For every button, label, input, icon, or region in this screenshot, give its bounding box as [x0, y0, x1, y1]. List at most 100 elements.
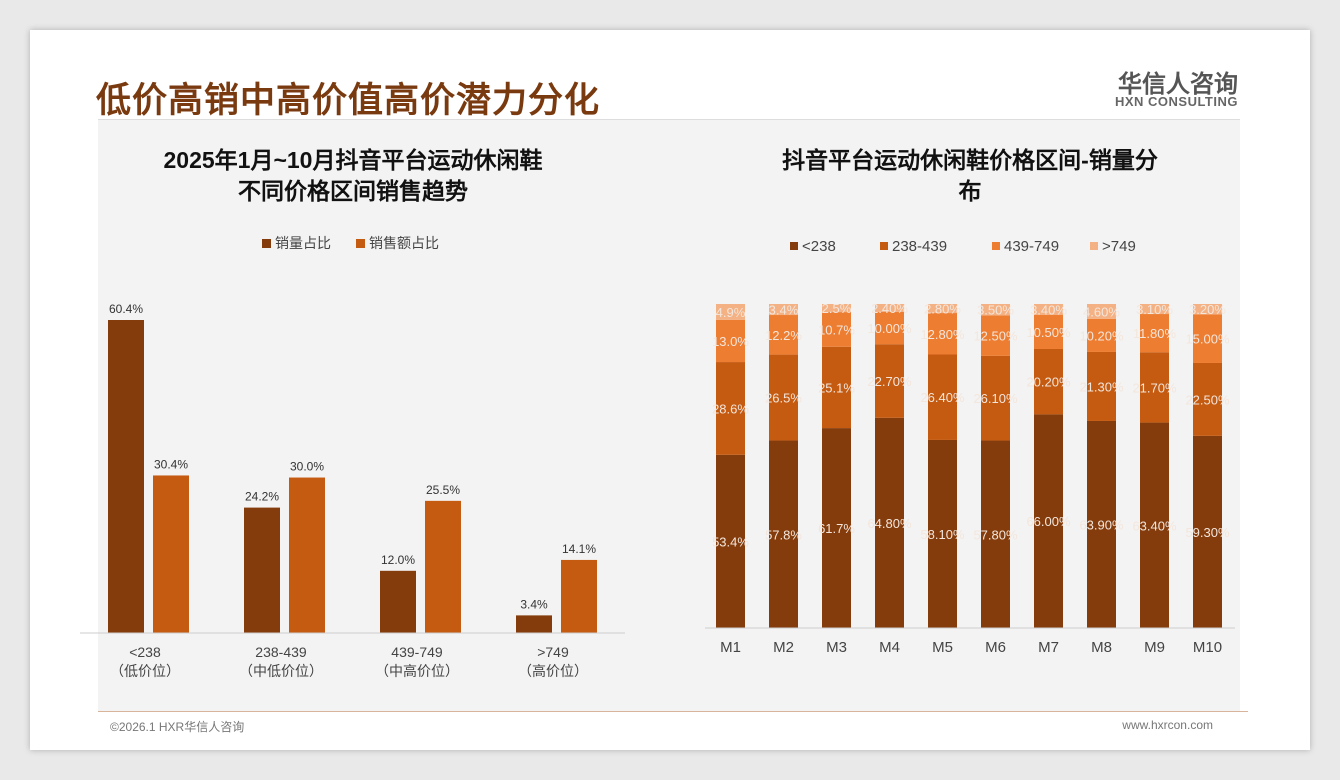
x-tick-label: M2: [773, 639, 794, 656]
x-tick-label: M6: [985, 639, 1006, 656]
data-label: 63.40%: [1132, 518, 1177, 533]
bar-segment: [1034, 348, 1063, 415]
data-label: 60.4%: [109, 302, 143, 316]
bar-segment: [875, 344, 904, 418]
x-tick-label: M5: [932, 639, 953, 656]
bar-segment: [981, 304, 1010, 316]
data-label: 15.00%: [1185, 332, 1230, 347]
bar: [425, 500, 461, 633]
bar: [561, 559, 597, 633]
bar-segment: [1193, 435, 1222, 628]
bar-segment: [716, 454, 745, 628]
bar-segment: [716, 319, 745, 363]
bar-segment: [769, 354, 798, 441]
bar-segment: [1140, 352, 1169, 423]
legend-label: 238-439: [892, 238, 947, 255]
data-label: 57.80%: [973, 527, 1018, 542]
data-label: 12.2%: [765, 328, 802, 343]
legend-swatch: [262, 239, 271, 248]
data-label: 66.00%: [1026, 514, 1071, 529]
footer-website: www.hxrcon.com: [1122, 718, 1213, 732]
right-chart-title-line1: 抖音平台运动休闲鞋价格区间-销量分: [782, 147, 1158, 173]
bar-segment: [1087, 351, 1116, 421]
logo-text: 华信人咨询: [1118, 71, 1238, 98]
data-label: 25.1%: [818, 380, 855, 395]
bar-segment: [1087, 304, 1116, 319]
data-label: 2.80%: [924, 302, 961, 317]
data-label: 2.40%: [871, 301, 908, 316]
right-chart-title-line2: 布: [958, 178, 982, 204]
data-label: 30.0%: [290, 460, 324, 474]
bar-segment: [1034, 414, 1063, 628]
data-label: 22.70%: [867, 374, 912, 389]
data-label: 10.7%: [818, 322, 855, 337]
data-label: 12.50%: [973, 329, 1018, 344]
data-label: 26.5%: [765, 391, 802, 406]
bar: [516, 615, 552, 633]
logo: 华信人咨询: [1118, 64, 1238, 99]
data-label: 53.4%: [712, 534, 749, 549]
bar-segment: [1193, 362, 1222, 436]
legend-label: 销售额占比: [369, 235, 439, 251]
data-label: 3.4%: [520, 597, 548, 611]
data-label: 22.50%: [1185, 392, 1230, 407]
x-tick-sublabel: （低价位）: [110, 663, 180, 679]
legend-swatch: [790, 242, 798, 250]
x-tick-label: 238-439: [255, 644, 307, 660]
bar: [289, 477, 325, 633]
x-tick-label: M7: [1038, 639, 1059, 656]
page-title: 低价高销中高价值高价潜力分化: [96, 81, 601, 120]
bar-segment: [875, 311, 904, 345]
bar-segment: [981, 440, 1010, 628]
x-tick-label: M8: [1091, 639, 1112, 656]
bar-segment: [981, 315, 1010, 356]
data-label: 57.8%: [765, 527, 802, 542]
data-label: 2.5%: [822, 301, 852, 316]
data-label: 28.6%: [712, 401, 749, 416]
data-label: 61.7%: [818, 521, 855, 536]
x-tick-label: M4: [879, 639, 900, 656]
bar-segment: [928, 439, 957, 628]
data-label: 14.1%: [562, 542, 596, 556]
x-tick-sublabel: （高价位）: [518, 663, 588, 679]
data-label: 59.30%: [1185, 525, 1230, 540]
footer-copyright: ©2026.1 HXR华信人咨询: [110, 720, 245, 734]
bar-segment: [875, 304, 904, 312]
legend-label: <238: [802, 238, 836, 255]
logo-subtitle: HXN CONSULTING: [1114, 94, 1238, 109]
bar-segment: [822, 346, 851, 429]
bar-segment: [769, 315, 798, 355]
data-label: 24.2%: [245, 490, 279, 504]
bar-segment: [1193, 304, 1222, 315]
data-label: 11.80%: [1133, 326, 1177, 341]
bar-segment: [1034, 304, 1063, 316]
data-label: 4.60%: [1083, 304, 1120, 319]
data-label: 10.20%: [1079, 328, 1124, 343]
x-tick-sublabel: （中高价位）: [375, 663, 459, 679]
bar: [108, 320, 144, 633]
x-tick-label: <238: [129, 644, 161, 660]
bar: [244, 507, 280, 633]
data-label: 21.30%: [1079, 379, 1124, 394]
bar-segment: [1140, 314, 1169, 353]
bar-segment: [716, 362, 745, 455]
data-label: 3.10%: [1136, 302, 1173, 317]
bar-segment: [1140, 422, 1169, 628]
data-label: 13.0%: [712, 334, 749, 349]
legend-swatch: [880, 242, 888, 250]
data-label: 4.9%: [716, 305, 746, 320]
data-label: 58.10%: [920, 527, 965, 542]
legend-swatch: [1090, 242, 1098, 250]
left-chart-title-line1: 2025年1月~10月抖音平台运动休闲鞋: [163, 147, 543, 173]
bar-segment: [928, 313, 957, 355]
bar-segment: [769, 440, 798, 628]
legend-swatch: [992, 242, 1000, 250]
data-label: 10.50%: [1026, 325, 1071, 340]
x-tick-sublabel: （中低价位）: [239, 663, 323, 679]
bar-segment: [822, 304, 851, 313]
bar-segment: [716, 304, 745, 320]
bar-segment: [875, 417, 904, 628]
x-tick-label: >749: [537, 644, 569, 660]
data-label: 25.5%: [426, 483, 460, 497]
x-tick-label: M3: [826, 639, 847, 656]
